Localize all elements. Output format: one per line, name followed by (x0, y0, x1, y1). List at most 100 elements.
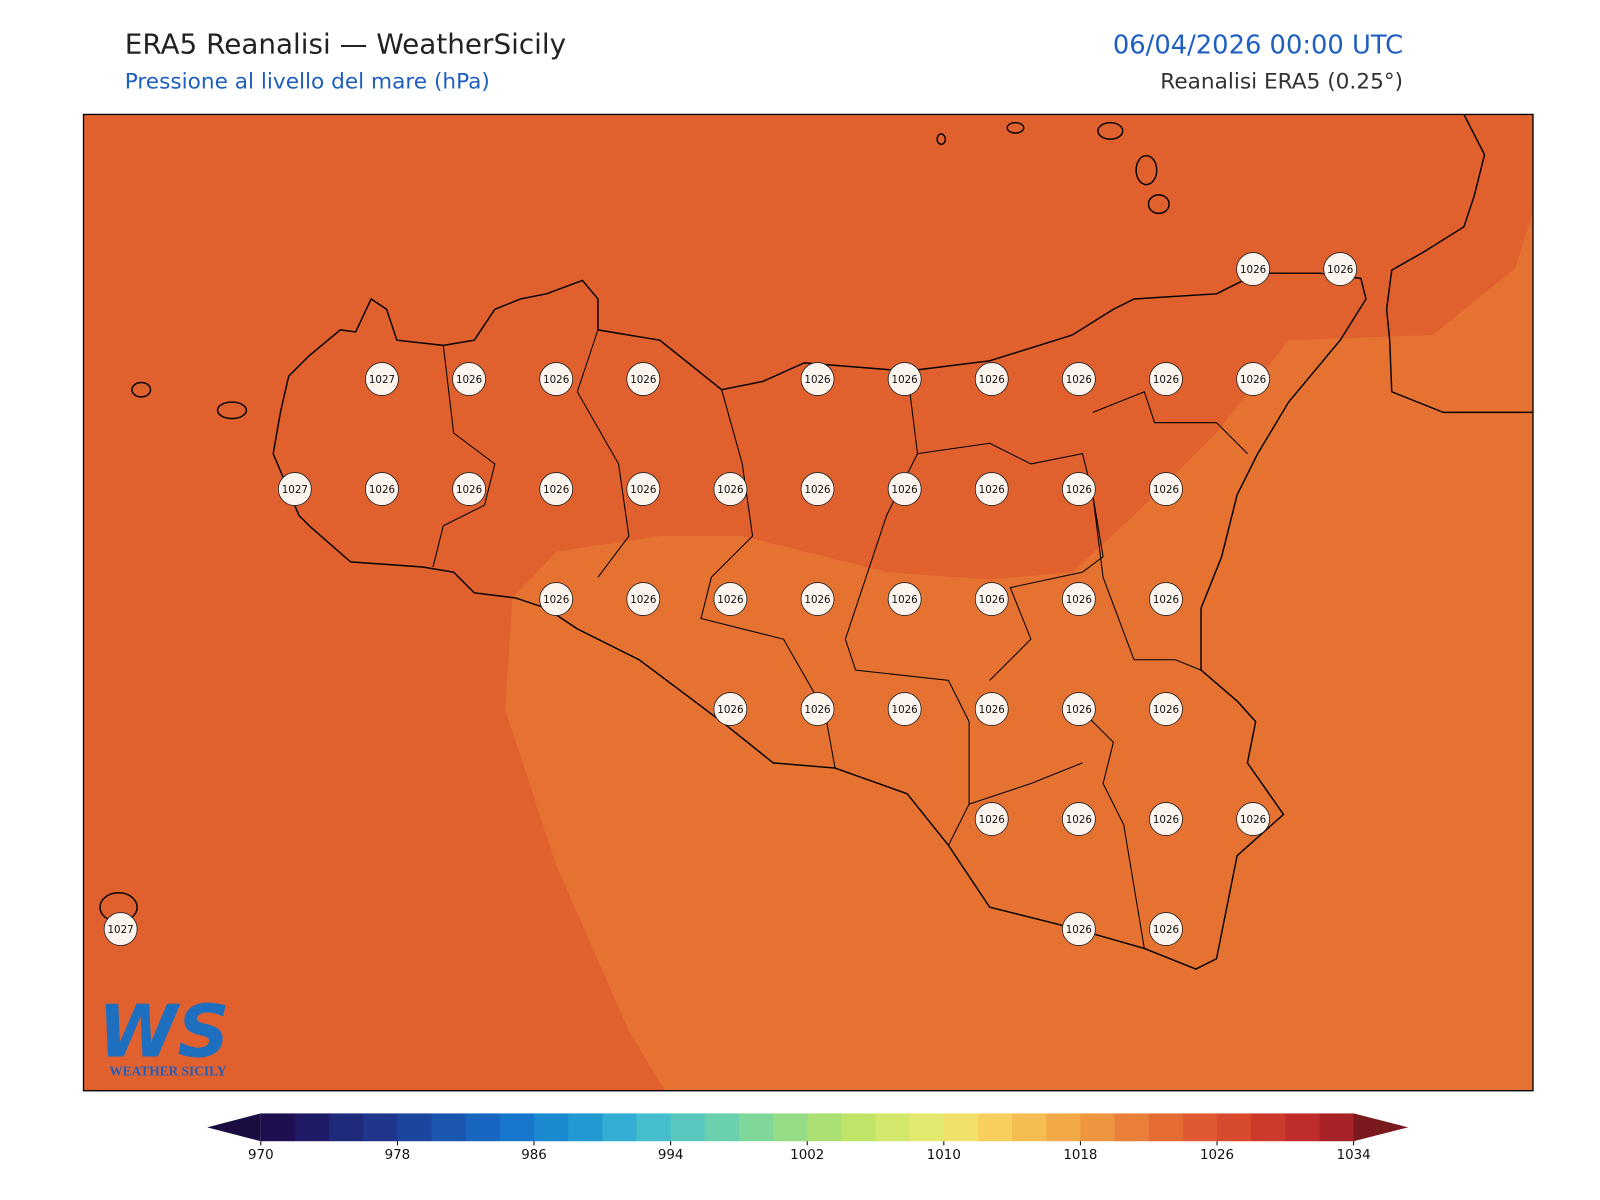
colorbar-tick-label: 1010 (927, 1148, 961, 1163)
colorbar-segment (499, 1113, 535, 1142)
colorbar-segment (1114, 1113, 1150, 1142)
colorbar-tick-label: 1034 (1337, 1148, 1371, 1163)
colorbar-segment (841, 1113, 877, 1142)
colorbar-tick-label: 1026 (1200, 1148, 1234, 1163)
station-marker (1149, 362, 1183, 396)
island (1006, 121, 1025, 134)
station-marker (452, 362, 486, 396)
colorbar-tick-label: 986 (521, 1148, 547, 1163)
province-borders (432, 329, 1248, 949)
station-value: 1026 (1066, 594, 1092, 606)
station-value: 1026 (717, 704, 743, 716)
station-value: 1026 (979, 704, 1005, 716)
station-value: 1026 (804, 484, 830, 496)
colorbar: 970 978 986 994 1002 1010 1018 1026 1034 (207, 1113, 1409, 1163)
island (1147, 194, 1170, 215)
station-value: 1026 (1066, 374, 1092, 386)
station-value: 1026 (979, 594, 1005, 606)
station-value: 1026 (456, 374, 482, 386)
station-marker (1061, 472, 1096, 506)
station-marker (1061, 582, 1096, 616)
station-value: 1026 (804, 704, 830, 716)
colorbar-segment (1046, 1113, 1081, 1142)
station-value: 1026 (1153, 374, 1179, 386)
station-value: 1026 (979, 484, 1005, 496)
station-marker (365, 362, 399, 396)
station-marker (1149, 692, 1183, 726)
colorbar-tick-label: 970 (248, 1148, 274, 1163)
station-marker (974, 692, 1009, 726)
station-marker (539, 362, 574, 396)
station-value: 1026 (1153, 484, 1179, 496)
station-value: 1026 (1327, 264, 1353, 276)
colorbar-segment (1012, 1113, 1047, 1142)
station-value: 1026 (979, 374, 1005, 386)
station-marker (1149, 472, 1183, 506)
station-value: 1026 (1153, 594, 1179, 606)
station-value: 1026 (369, 484, 395, 496)
station-labels: 1026 1026 1027 1026 1026 1026 1026 1026 1026 1026… (103, 252, 1358, 946)
station-marker (713, 582, 748, 616)
station-value: 1026 (1240, 374, 1266, 386)
station-marker (539, 582, 574, 616)
colorbar-segment (1217, 1113, 1252, 1142)
colorbar-segment (909, 1113, 945, 1142)
sicily-coast (272, 272, 1367, 970)
station-marker (1236, 802, 1270, 836)
station-marker (1149, 582, 1183, 616)
station-marker (626, 472, 661, 506)
map-frame (82, 113, 1534, 1092)
station-value: 1026 (892, 374, 918, 386)
station-value: 1026 (1153, 814, 1179, 826)
station-value: 1026 (892, 704, 918, 716)
valid-time: 06/04/2026 00:00 UTC (1113, 31, 1403, 61)
station-value: 1026 (1240, 814, 1266, 826)
colorbar-segment (568, 1113, 603, 1142)
station-marker (887, 582, 922, 616)
station-marker (626, 362, 661, 396)
colorbar-segment (977, 1113, 1013, 1142)
colorbar-segment (670, 1113, 706, 1142)
station-value: 1026 (630, 374, 656, 386)
station-marker (974, 472, 1009, 506)
colorbar-segment (1182, 1113, 1218, 1142)
station-value: 1027 (369, 374, 395, 386)
station-marker (713, 472, 748, 506)
station-value: 1026 (1066, 924, 1092, 936)
map: 1026 1026 1027 1026 1026 1026 1026 1026 1026 1026… (83, 114, 1533, 1091)
title: ERA5 Reanalisi — WeatherSicily (125, 28, 566, 61)
station-marker (974, 582, 1009, 616)
colorbar-segment (260, 1113, 296, 1142)
station-value: 1026 (630, 594, 656, 606)
island (936, 133, 947, 146)
station-marker (800, 582, 835, 616)
station-value: 1026 (1066, 704, 1092, 716)
island (131, 381, 152, 398)
station-marker (1061, 802, 1096, 836)
station-value: 1026 (804, 374, 830, 386)
colorbar-tick-label: 1002 (790, 1148, 824, 1163)
subtitle: Pressione al livello del mare (hPa) (125, 70, 490, 95)
station-value: 1026 (892, 484, 918, 496)
station-marker (103, 912, 138, 946)
station-marker (1236, 362, 1270, 396)
station-marker (1061, 692, 1096, 726)
station-marker (539, 472, 574, 506)
station-marker (800, 362, 835, 396)
colorbar-extend-high (1353, 1113, 1409, 1142)
colorbar-segment (1251, 1113, 1286, 1142)
station-marker (887, 472, 922, 506)
colorbar-segment (738, 1113, 774, 1142)
colorbar-segment (397, 1113, 433, 1142)
source: Reanalisi ERA5 (0.25°) (1160, 70, 1403, 95)
station-marker (1061, 362, 1096, 396)
station-value: 1026 (717, 484, 743, 496)
station-marker (974, 362, 1009, 396)
station-marker (800, 692, 835, 726)
station-value: 1027 (108, 924, 134, 936)
station-value: 1026 (630, 484, 656, 496)
station-value: 1026 (892, 594, 918, 606)
station-marker (800, 472, 835, 506)
